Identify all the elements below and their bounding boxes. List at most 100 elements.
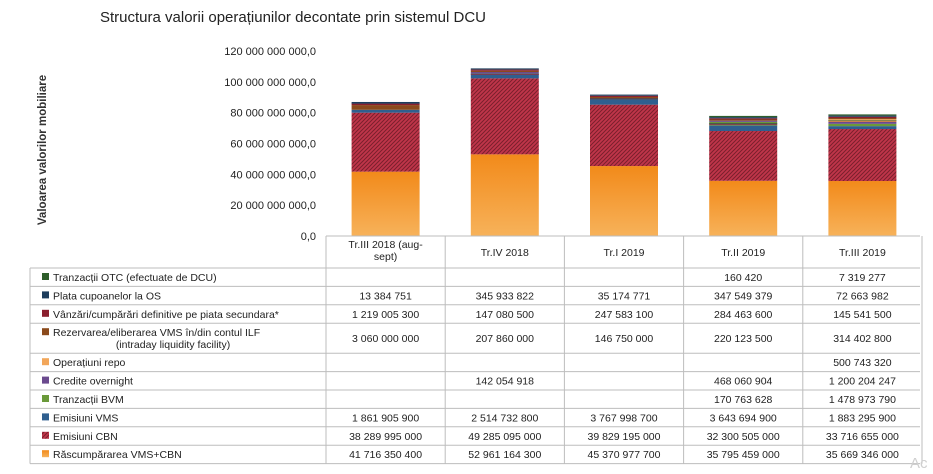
bar-segment xyxy=(470,74,539,79)
bar-segment xyxy=(709,124,778,126)
data-label: 1 883 295 900 xyxy=(829,412,896,424)
data-label: 35 174 771 xyxy=(598,290,651,302)
data-label: 52 961 164 300 xyxy=(468,449,541,461)
data-label: 207 860 000 xyxy=(476,333,535,345)
y-tick-label: 100 000 000 000,0 xyxy=(224,77,316,89)
series-name: Plata cupoanelor la OS xyxy=(53,290,161,302)
category-label: sept) xyxy=(374,251,397,263)
bar-segment xyxy=(470,73,539,74)
legend-key xyxy=(42,450,49,458)
bar-segment xyxy=(351,103,420,104)
bar-segment xyxy=(470,69,539,71)
bar-segment xyxy=(828,181,897,236)
data-label: 1 478 973 790 xyxy=(829,394,896,406)
bar-segment xyxy=(590,98,658,100)
bar-segment xyxy=(828,119,897,121)
bar-segment xyxy=(709,123,778,124)
bar-segment xyxy=(470,71,539,74)
series-name: Operațiuni repo xyxy=(53,357,126,369)
bar-segment xyxy=(351,109,420,113)
data-label: 284 463 600 xyxy=(714,309,773,321)
series-name: Credite overnight xyxy=(53,376,133,388)
category-label: Tr.I 2019 xyxy=(603,247,644,259)
data-label: 146 750 000 xyxy=(595,333,654,345)
data-label: 247 583 100 xyxy=(595,309,654,321)
bar-segment xyxy=(470,74,539,75)
bar-segment xyxy=(470,68,539,70)
bar-segment xyxy=(590,98,658,105)
y-tick-label: 40 000 000 000,0 xyxy=(230,169,316,181)
bar-segment xyxy=(470,78,539,155)
data-label: 345 933 822 xyxy=(476,290,535,302)
bar-segment xyxy=(828,120,897,121)
legend-key xyxy=(42,273,49,280)
bar-segment xyxy=(351,171,420,236)
data-label: 72 663 982 xyxy=(836,290,889,302)
bar-segment xyxy=(590,166,658,236)
series-name: Tranzacții OTC (efectuate de DCU) xyxy=(53,272,217,284)
bar-segment xyxy=(590,104,658,167)
y-tick-label: 0,0 xyxy=(301,231,316,243)
data-label: 41 716 350 400 xyxy=(349,449,422,461)
bar-segment xyxy=(590,95,658,97)
bar-segment xyxy=(709,180,778,236)
data-label: 170 763 628 xyxy=(714,394,773,406)
bar-segment xyxy=(709,117,778,119)
data-label: 45 370 977 700 xyxy=(588,449,661,461)
bar-segment xyxy=(709,120,778,122)
bar-segment xyxy=(590,94,658,96)
bar-segment xyxy=(709,125,778,126)
data-label: 38 289 995 000 xyxy=(349,431,422,443)
bar-segment xyxy=(828,126,897,130)
data-label: 314 402 800 xyxy=(833,333,892,345)
bar-segment xyxy=(828,117,897,120)
series-name: Vânzări/cumpărări definitive pe piata se… xyxy=(53,309,279,321)
data-label: 145 541 500 xyxy=(833,309,892,321)
bar-segment xyxy=(709,131,778,181)
bar-segment xyxy=(828,116,897,118)
legend-key xyxy=(42,358,49,366)
series-name: Emisiuni VMS xyxy=(53,412,118,424)
legend-key xyxy=(42,309,49,317)
data-label: 142 054 918 xyxy=(476,376,535,388)
y-axis-label: Valoarea valorilor mobiliare xyxy=(37,75,49,225)
data-label: 2 514 732 800 xyxy=(471,412,538,424)
data-label: 160 420 xyxy=(724,272,762,284)
series-name: Emisiuni CBN xyxy=(53,431,118,443)
legend-key xyxy=(42,376,49,384)
data-label: 147 080 500 xyxy=(476,309,535,321)
data-label: 32 300 505 000 xyxy=(707,431,780,443)
bar-segment xyxy=(470,70,539,72)
bar-segment xyxy=(828,123,897,127)
data-label: 3 643 694 900 xyxy=(710,412,777,424)
y-tick-label: 60 000 000 000,0 xyxy=(230,139,316,151)
category-label: Tr.III 2018 (aug- xyxy=(348,239,423,251)
data-label: 33 716 655 000 xyxy=(826,431,899,443)
bar-segment xyxy=(828,121,897,124)
bar-segment xyxy=(709,123,778,125)
bar-segment xyxy=(709,121,778,124)
series-name: (intraday liquidity facility) xyxy=(116,339,230,351)
bar-segment xyxy=(709,125,778,132)
category-label: Tr.II 2019 xyxy=(721,247,765,259)
data-label: 1 219 005 300 xyxy=(352,309,419,321)
data-label: 1 861 905 900 xyxy=(352,412,419,424)
data-label: 35 669 346 000 xyxy=(826,449,899,461)
y-tick-label: 20 000 000 000,0 xyxy=(230,200,316,212)
bar-segment xyxy=(590,96,658,99)
bar-segment xyxy=(351,112,420,172)
data-label: 49 285 095 000 xyxy=(468,431,541,443)
data-label: 500 743 320 xyxy=(833,357,892,369)
series-name: Răscumpărarea VMS+CBN xyxy=(53,449,182,461)
data-label: 13 384 751 xyxy=(359,290,412,302)
bar-segment xyxy=(828,121,897,122)
bar-segment xyxy=(828,114,897,116)
category-label: Tr.IV 2018 xyxy=(481,247,529,259)
legend-key xyxy=(42,413,49,421)
bar-segment xyxy=(828,129,897,182)
bar-segment xyxy=(709,118,778,120)
chart-title: Structura valorii operațiunilor decontat… xyxy=(100,9,486,26)
bar-segment xyxy=(470,154,539,236)
bar-segment xyxy=(351,103,420,106)
